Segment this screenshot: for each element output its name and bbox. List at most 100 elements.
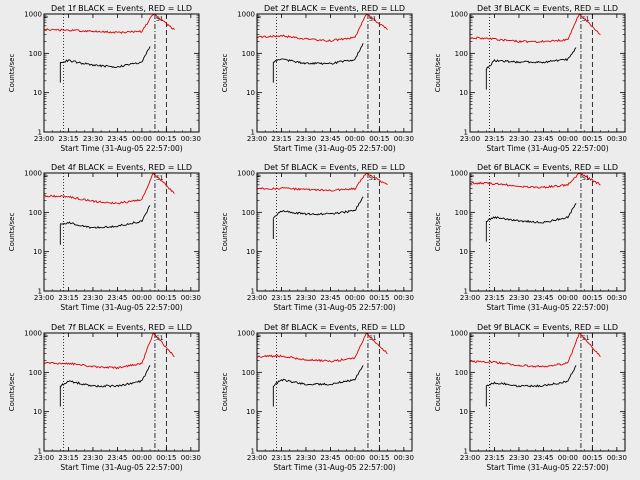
y-tick-label: 10 [246,248,255,256]
x-tick-label: 23:15 [484,294,504,302]
y-axis-label: Counts/sec [434,373,442,412]
series-line-events [485,47,577,71]
chart-title: Det 5f BLACK = Events, RED = LLD [264,163,405,172]
x-tick-label: 23:15 [271,135,291,143]
series-line-lld [43,172,175,205]
x-tick-label: 23:30 [509,294,529,302]
x-tick-label: 00:00 [558,294,578,302]
x-tick-label: 23:45 [107,294,127,302]
x-tick-label: 23:30 [83,135,103,143]
series-line-events [272,196,364,219]
x-tick-label: 00:00 [345,294,365,302]
y-axis-label: Counts/sec [434,213,442,252]
plot-frame [469,13,626,133]
x-tick-label: 00:30 [394,294,414,302]
y-tick-label: 10 [459,408,468,416]
x-tick-label: 00:00 [558,454,578,462]
y-tick-label: 1000 [237,11,255,19]
y-tick-label: 10 [33,248,42,256]
x-tick-label: 00:15 [156,294,176,302]
chart-title: Det 8f BLACK = Events, RED = LLD [264,323,405,332]
x-tick-label: 00:30 [607,454,627,462]
y-tick-label: 1 [251,448,255,456]
x-tick-label: 23:45 [320,135,340,143]
plot-frame [43,332,200,452]
x-tick-label: 23:00 [247,294,267,302]
chart-panel-8: Det 8f BLACK = Events, RED = LLD Counts/s… [221,323,414,472]
x-tick-label: 00:30 [607,294,627,302]
y-tick-label: 1 [38,288,42,296]
y-tick-label: 1 [464,129,468,137]
x-tick-label: 00:00 [132,135,152,143]
y-tick-label: 1000 [450,330,468,338]
x-tick-label: 00:00 [345,135,365,143]
series-line-lld [43,13,175,34]
series-line-events [60,46,151,69]
x-tick-label: 00:00 [132,294,152,302]
x-tick-label: 23:30 [509,454,529,462]
x-tick-label: 23:45 [533,294,553,302]
x-axis-label: Start Time (31-Aug-05 22:57:00) [60,463,182,472]
plot-frame [43,172,200,292]
y-tick-label: 100 [29,369,42,377]
plot-frame [43,13,200,133]
y-axis-label: Counts/sec [434,54,442,93]
plot-frame [256,13,413,133]
chart-title: Det 4f BLACK = Events, RED = LLD [51,163,192,172]
plot-frame [469,332,626,452]
x-tick-label: 23:00 [34,294,54,302]
x-tick-label: 23:30 [83,294,103,302]
x-tick-label: 23:15 [58,294,78,302]
x-axis-label: Start Time (31-Aug-05 22:57:00) [273,144,395,153]
chart-panel-6: Det 6f BLACK = Events, RED = LLD Counts/s… [434,163,627,312]
y-tick-label: 100 [455,50,468,58]
x-tick-label: 00:00 [132,454,152,462]
x-tick-label: 00:15 [369,294,389,302]
x-tick-label: 00:30 [181,294,201,302]
chart-panel-5: Det 5f BLACK = Events, RED = LLD Counts/s… [221,163,414,312]
y-tick-label: 1 [251,288,255,296]
x-tick-label: 23:00 [247,454,267,462]
y-axis-label: Counts/sec [221,54,229,93]
y-tick-label: 1000 [24,170,42,178]
x-tick-label: 00:15 [369,454,389,462]
corner-marker-label: S1 [582,335,590,342]
x-tick-label: 00:15 [369,135,389,143]
y-axis-label: Counts/sec [221,213,229,252]
series-line-events [272,365,364,388]
x-tick-label: 00:30 [394,454,414,462]
x-tick-label: 00:15 [582,135,602,143]
y-tick-label: 1 [464,448,468,456]
x-tick-label: 23:45 [533,454,553,462]
series-line-lld [257,332,388,363]
series-line-lld [257,13,388,42]
series-line-lld [469,14,601,44]
x-tick-label: 00:00 [345,454,365,462]
x-tick-label: 23:45 [107,135,127,143]
x-tick-label: 23:30 [296,294,316,302]
y-tick-label: 100 [29,50,42,58]
x-tick-label: 23:45 [107,454,127,462]
x-tick-label: 00:30 [181,454,201,462]
x-tick-label: 23:30 [509,135,529,143]
x-tick-label: 23:45 [320,454,340,462]
x-tick-label: 00:15 [582,454,602,462]
y-tick-label: 100 [29,209,42,217]
chart-title: Det 6f BLACK = Events, RED = LLD [477,163,618,172]
corner-marker-label: S1 [156,335,164,342]
x-tick-label: 23:00 [34,135,54,143]
y-tick-label: 10 [33,408,42,416]
x-tick-label: 00:30 [607,135,627,143]
y-tick-label: 10 [33,89,42,97]
x-tick-label: 23:15 [271,454,291,462]
y-axis-label: Counts/sec [8,373,16,412]
y-axis-label: Counts/sec [8,213,16,252]
y-tick-label: 1 [38,129,42,137]
x-tick-label: 23:00 [34,454,54,462]
x-tick-label: 00:15 [156,454,176,462]
x-tick-label: 23:00 [460,135,480,143]
x-tick-label: 00:30 [394,135,414,143]
chart-title: Det 9f BLACK = Events, RED = LLD [477,323,618,332]
x-tick-label: 00:15 [582,294,602,302]
corner-marker-label: S1 [582,175,590,182]
